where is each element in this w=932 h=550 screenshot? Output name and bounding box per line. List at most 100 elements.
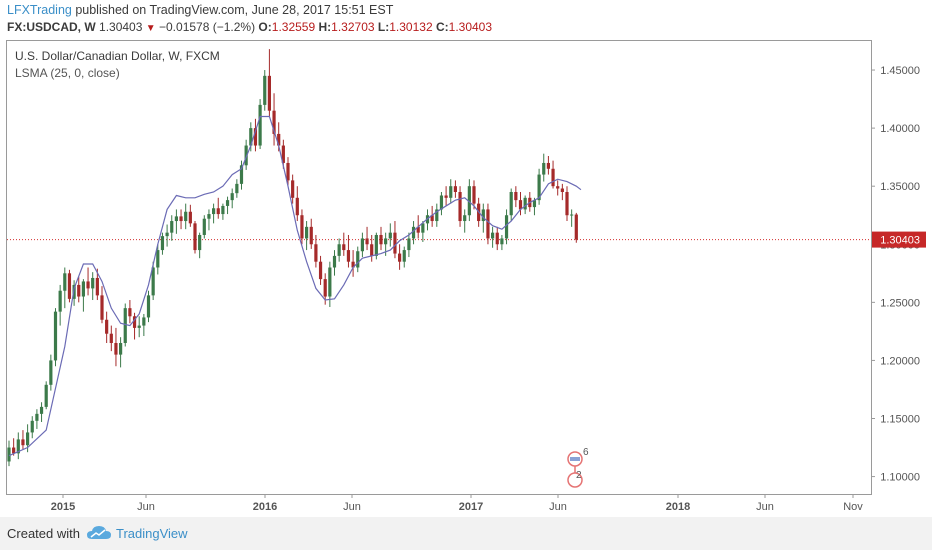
low-value: 1.30132 (389, 20, 433, 34)
candle-body (491, 232, 495, 239)
candle-body (300, 215, 304, 239)
candle-body (137, 325, 141, 328)
candle-body (574, 214, 578, 240)
candle-body (63, 273, 67, 291)
tradingview-cloud-icon (87, 526, 111, 539)
candle-body (216, 208, 220, 215)
candle-body (421, 223, 425, 233)
candle-body (235, 183, 239, 194)
candle-body (267, 75, 271, 111)
y-tick-label: 1.25000 (880, 297, 920, 309)
candle-body (332, 255, 337, 268)
candle-body (30, 420, 34, 433)
candle-body (160, 236, 165, 251)
event-count-label: 6 (583, 447, 589, 458)
x-tick-label: Nov (843, 501, 863, 513)
candle-body (207, 214, 211, 219)
tradingview-link[interactable]: TradingView (116, 526, 188, 541)
y-tick-label: 1.20000 (880, 355, 920, 367)
candle-body (156, 250, 160, 268)
candle-body (165, 232, 169, 237)
candle-body (393, 232, 397, 254)
candle-body (295, 197, 299, 216)
candle-body (518, 200, 523, 210)
candle-body (514, 192, 518, 201)
candle-body (486, 209, 490, 239)
open-value: 1.32559 (271, 20, 316, 34)
published-text: published on TradingView.com, June 28, 2… (75, 3, 394, 17)
candle-body (309, 226, 313, 245)
candle-body (81, 281, 85, 297)
candle-body (230, 193, 234, 201)
change-value: −0.01578 (−1.2%) (159, 20, 256, 34)
high-value: 1.32703 (331, 20, 375, 34)
candle-body (360, 238, 364, 252)
candle-body (374, 234, 378, 256)
candle-body (58, 290, 62, 312)
candle-body (77, 284, 81, 297)
low-label: L: (377, 20, 390, 34)
y-tick-label: 1.35000 (880, 181, 920, 193)
y-tick-label: 1.10000 (880, 472, 920, 484)
down-arrow-icon: ▼ (145, 23, 156, 34)
candle-body (314, 244, 318, 262)
candle-body (188, 211, 192, 224)
candle-body (21, 439, 25, 446)
candle-body (132, 316, 137, 328)
candle-body (500, 238, 504, 245)
candle-body (119, 343, 123, 355)
candle-body (86, 281, 90, 289)
candle-body (411, 226, 416, 239)
candle-body (151, 267, 155, 296)
candle-body (444, 195, 448, 198)
price-chart[interactable]: 1.450001.400001.350001.300001.250001.200… (0, 0, 932, 517)
x-tick-label: Jun (137, 501, 155, 513)
candle-body (453, 186, 457, 192)
publication-header: LFXTrading published on TradingView.com,… (7, 3, 393, 17)
x-tick-label: Jun (343, 501, 361, 513)
candle-body (95, 277, 99, 296)
candle-body (351, 261, 355, 268)
candle-body (370, 244, 374, 256)
candle-body (193, 223, 197, 251)
candle-body (26, 432, 30, 446)
candle-body (458, 192, 462, 222)
candle-body (244, 145, 248, 166)
close-value: 1.30403 (448, 20, 493, 34)
candle-body (291, 180, 295, 198)
candle-body (416, 226, 420, 233)
event-count-label: 2 (576, 470, 582, 481)
candle-body (472, 186, 476, 204)
candle-body (537, 174, 541, 201)
candle-body (174, 216, 178, 222)
x-tick-label: Jun (549, 501, 567, 513)
candle-body (305, 226, 309, 239)
high-label: H: (318, 20, 332, 34)
candle-body (551, 168, 555, 187)
current-price-label: 1.30403 (880, 235, 920, 247)
candle-body (105, 319, 109, 334)
lsma-line (8, 115, 582, 457)
candle-body (128, 308, 132, 317)
candle-body (281, 145, 285, 163)
candle-body (379, 234, 383, 245)
candle-body (356, 251, 360, 268)
author-link[interactable]: LFXTrading (7, 3, 72, 17)
candle-body (532, 200, 537, 208)
candle-body (91, 277, 95, 289)
candle-body (44, 384, 48, 407)
x-tick-label: 2015 (51, 501, 75, 513)
candle-body (346, 250, 351, 262)
candle-body (565, 192, 569, 216)
candle-body (258, 104, 262, 146)
candle-body (402, 250, 406, 262)
candle-body (123, 308, 127, 343)
candle-body (170, 221, 174, 233)
event-flag-us-stripe (570, 457, 580, 461)
candle-body (100, 295, 104, 320)
open-label: O: (258, 20, 272, 34)
chart-frame (6, 40, 872, 495)
candle-body (212, 208, 216, 215)
candle-body (109, 333, 113, 343)
candle-body (249, 128, 253, 146)
